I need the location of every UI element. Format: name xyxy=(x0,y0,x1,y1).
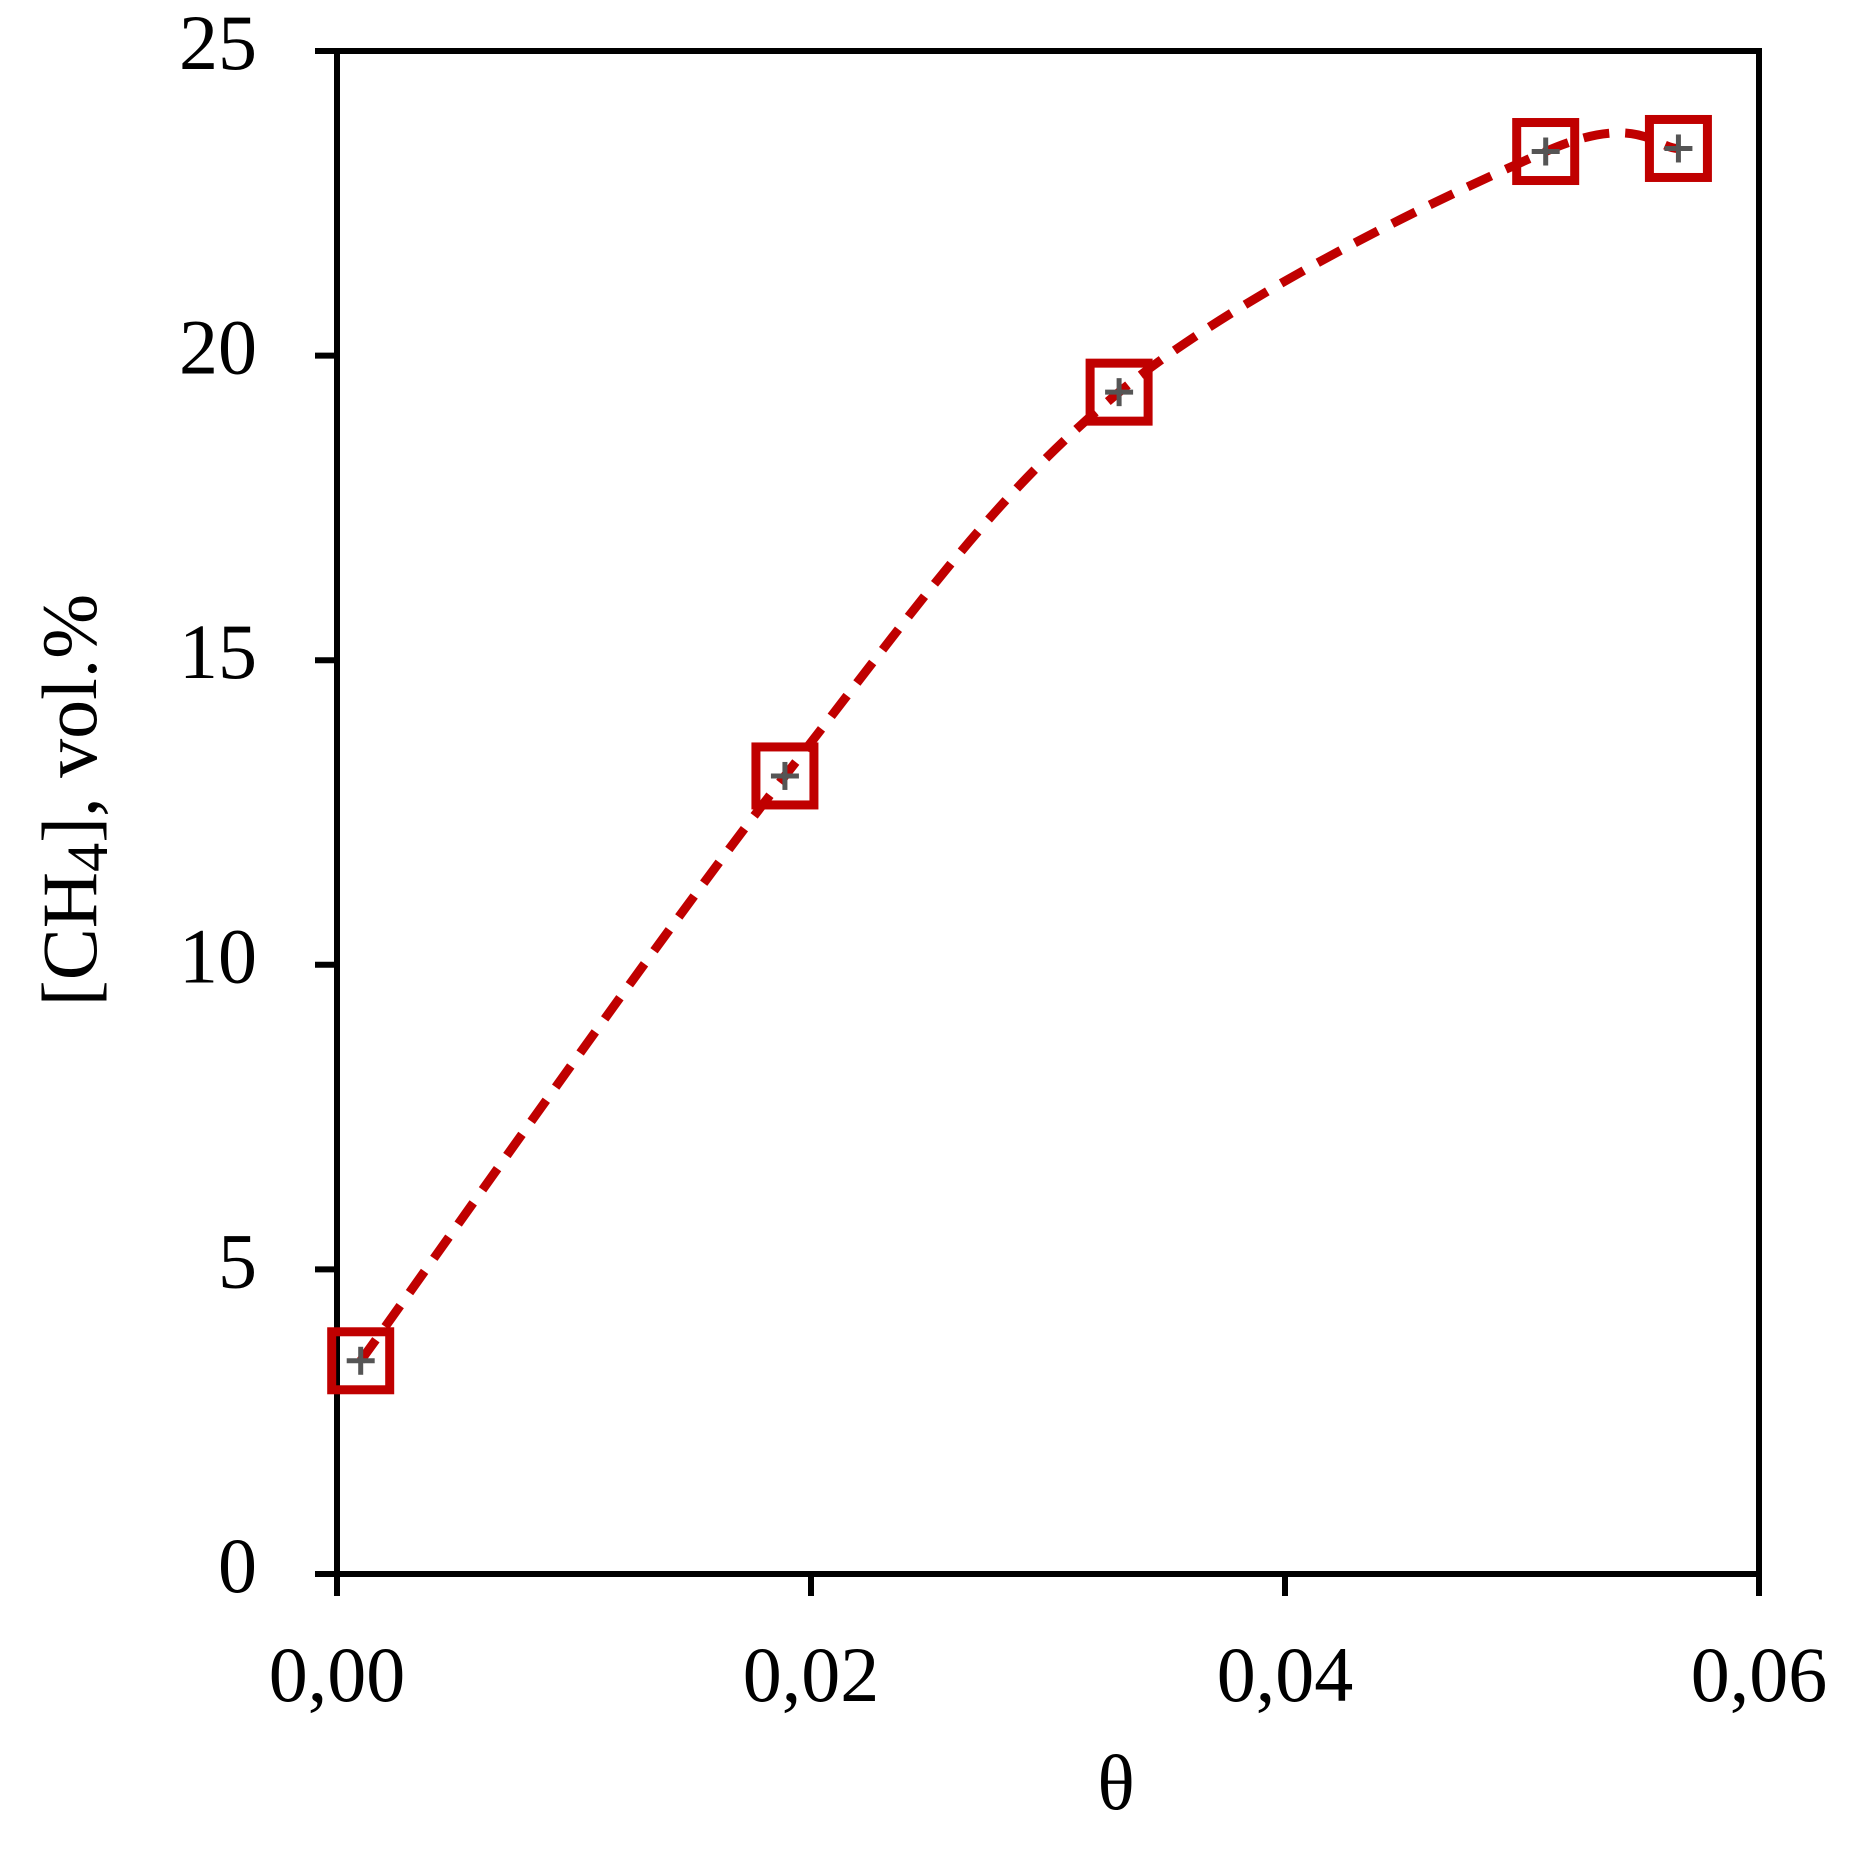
y-label-part: ], vol.% xyxy=(26,594,113,843)
y-tick-label: 5 xyxy=(218,1217,257,1304)
y-tick-label: 0 xyxy=(218,1522,257,1609)
y-label-part: [CH xyxy=(26,872,113,1006)
y-tick-label: 10 xyxy=(179,913,257,1000)
y-tick-label: 15 xyxy=(179,608,257,695)
x-tick-label: 0,02 xyxy=(743,1631,880,1718)
x-tick-label: 0,04 xyxy=(1217,1631,1354,1718)
y-tick-label: 20 xyxy=(179,304,257,391)
data-line xyxy=(357,128,1679,1364)
data-point xyxy=(751,742,819,810)
plot-frame xyxy=(334,48,1762,1577)
x-axis-label: θ xyxy=(1097,1739,1134,1826)
y-label-subscript: 4 xyxy=(55,843,120,872)
x-tick-label: 0,06 xyxy=(1691,1631,1828,1718)
data-point xyxy=(1644,114,1712,182)
data-point xyxy=(1512,118,1580,186)
y-tick-label: 25 xyxy=(179,0,257,86)
data-point xyxy=(327,1327,395,1395)
y-axis-label: [CH4], vol.% xyxy=(26,594,120,1006)
x-tick-label: 0,00 xyxy=(269,1631,406,1718)
data-point xyxy=(1085,358,1153,426)
